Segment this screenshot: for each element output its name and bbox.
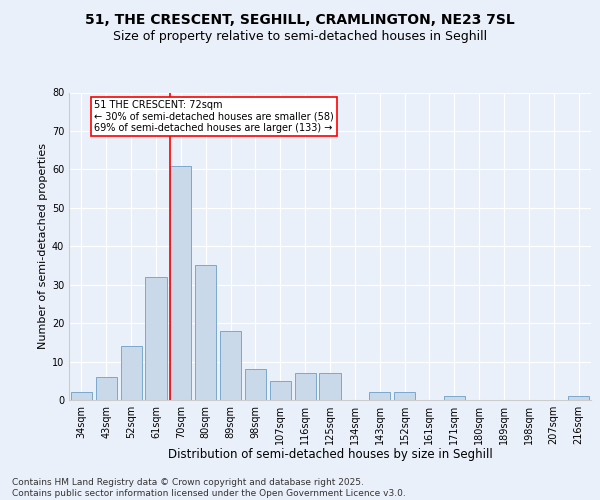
- Bar: [568, 396, 589, 400]
- Text: 51 THE CRESCENT: 72sqm
← 30% of semi-detached houses are smaller (58)
69% of sem: 51 THE CRESCENT: 72sqm ← 30% of semi-det…: [94, 100, 334, 134]
- Bar: [444, 396, 465, 400]
- Bar: [195, 266, 216, 400]
- Bar: [319, 373, 341, 400]
- Bar: [96, 377, 117, 400]
- Bar: [295, 373, 316, 400]
- Bar: [71, 392, 92, 400]
- Text: Contains HM Land Registry data © Crown copyright and database right 2025.
Contai: Contains HM Land Registry data © Crown c…: [12, 478, 406, 498]
- Y-axis label: Number of semi-detached properties: Number of semi-detached properties: [38, 143, 47, 349]
- Bar: [220, 331, 241, 400]
- Bar: [245, 369, 266, 400]
- Bar: [394, 392, 415, 400]
- Bar: [369, 392, 390, 400]
- Bar: [145, 277, 167, 400]
- X-axis label: Distribution of semi-detached houses by size in Seghill: Distribution of semi-detached houses by …: [167, 448, 493, 462]
- Bar: [170, 166, 191, 400]
- Text: Size of property relative to semi-detached houses in Seghill: Size of property relative to semi-detach…: [113, 30, 487, 43]
- Text: 51, THE CRESCENT, SEGHILL, CRAMLINGTON, NE23 7SL: 51, THE CRESCENT, SEGHILL, CRAMLINGTON, …: [85, 12, 515, 26]
- Bar: [121, 346, 142, 400]
- Bar: [270, 381, 291, 400]
